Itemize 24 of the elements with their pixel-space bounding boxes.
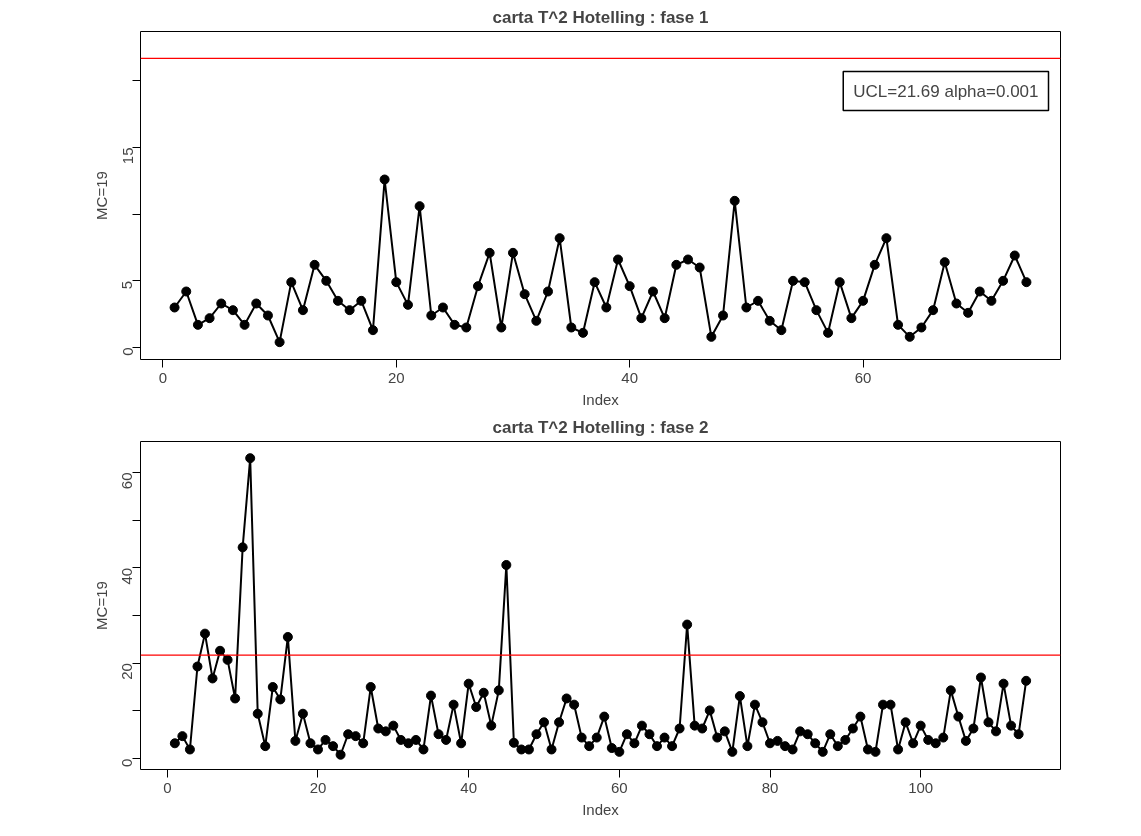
y-axis-title: MC=19 — [92, 171, 110, 220]
y-axis-title: MC=19 — [92, 581, 110, 630]
chart-title: carta T^2 Hotelling : fase 1 — [492, 7, 709, 27]
x-tick-label: 0 — [163, 778, 172, 796]
y-tick-label: 40 — [118, 567, 136, 585]
x-tick-label: 60 — [610, 778, 628, 796]
y-tick-label: 0 — [118, 347, 136, 356]
x-tick-label: 60 — [854, 368, 872, 386]
y-tick-label: 0 — [118, 758, 136, 767]
x-tick-label: 0 — [158, 368, 168, 386]
x-axis-title: Index — [582, 390, 620, 408]
x-tick-label: 40 — [460, 778, 478, 796]
annotation: UCL=21.69 alpha=0.001 — [853, 81, 1039, 101]
x-tick-label: 80 — [761, 778, 779, 796]
x-tick-label: 20 — [309, 778, 327, 796]
y-tick-label: 20 — [118, 663, 136, 680]
x-tick-label: 20 — [387, 368, 405, 386]
y-tick-label: 5 — [118, 280, 136, 290]
x-tick-label: 100 — [908, 778, 934, 796]
x-axis-title: Index — [582, 800, 620, 818]
x-tick-label: 40 — [621, 368, 639, 386]
y-tick-label: 15 — [118, 147, 136, 165]
chart-title: carta T^2 Hotelling : fase 2 — [492, 417, 709, 437]
y-tick-label: 60 — [118, 472, 136, 490]
